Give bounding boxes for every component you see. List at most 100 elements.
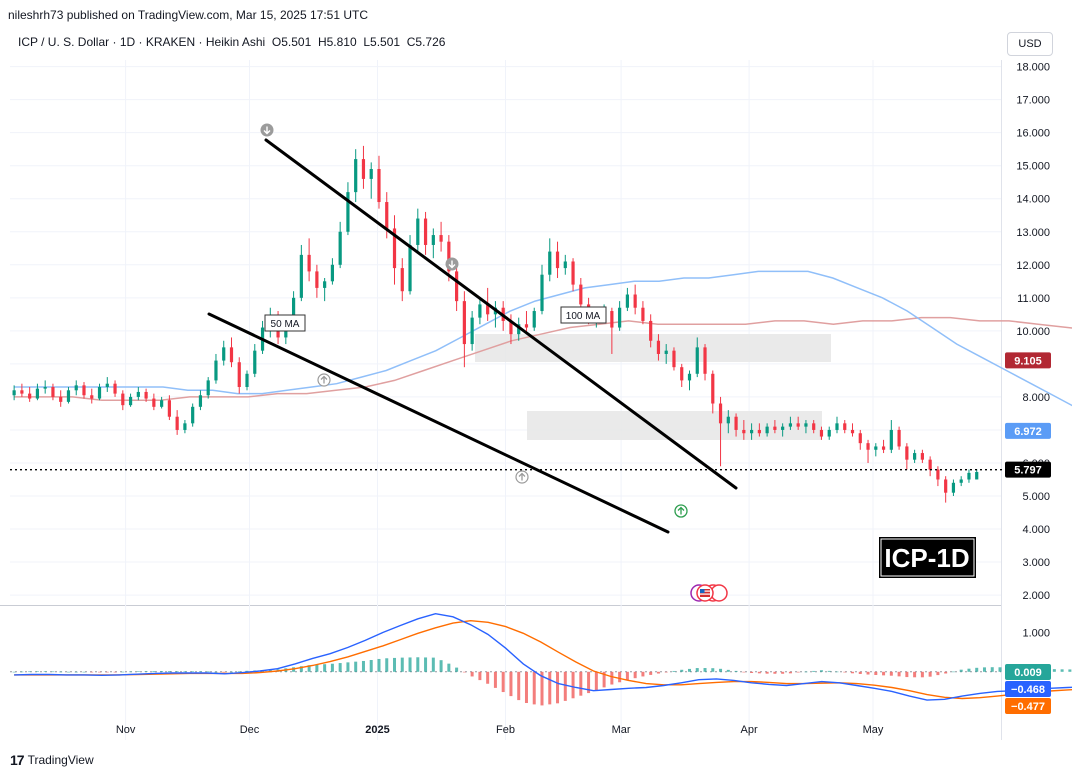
resistance-zones	[475, 334, 831, 440]
last-price-badge-value: 5.797	[1014, 465, 1042, 477]
candle-body	[198, 395, 203, 407]
candle-body	[229, 347, 234, 363]
low-label: L	[363, 35, 371, 49]
macd-axis: 1.000	[1022, 628, 1050, 640]
axis-divider	[1001, 60, 1002, 740]
histogram-bar	[400, 657, 404, 672]
candle-body	[385, 202, 389, 229]
x-grid	[125, 60, 874, 740]
histogram-bar	[439, 660, 443, 672]
ma100-badge: 9.105	[1005, 352, 1051, 369]
candle-body	[889, 429, 893, 450]
last-price-badge: 5.797	[1005, 461, 1051, 478]
histogram-bar	[982, 667, 986, 672]
interval[interactable]: 1D	[119, 35, 136, 49]
candle-body	[315, 271, 319, 288]
histogram-bar	[354, 661, 358, 672]
x-tick-label: Apr	[741, 724, 758, 736]
symbol-name[interactable]: ICP / U. S. Dollar	[18, 35, 110, 49]
candle-body	[850, 429, 855, 434]
histogram-badge: 0.009	[1005, 664, 1051, 680]
brand-name[interactable]: TradingView	[27, 753, 94, 767]
histogram-bar	[556, 671, 560, 704]
candle-body	[843, 423, 847, 430]
separator: ·	[109, 35, 120, 49]
macd-line	[14, 612, 1072, 701]
histogram-bar	[237, 671, 241, 672]
wedge-trendlines	[207, 138, 738, 534]
candle-body	[594, 314, 598, 318]
candle-body	[470, 317, 474, 345]
candle-body	[812, 423, 816, 430]
histogram-bar	[788, 671, 792, 674]
histogram-bar	[206, 671, 210, 673]
macd-badge-bg	[1005, 681, 1051, 697]
y-tick-label: 16.000	[1016, 128, 1050, 140]
y-tick-label: 15.000	[1016, 161, 1050, 173]
candle-body	[128, 396, 133, 406]
candle-body	[160, 400, 164, 407]
candle-body	[268, 317, 272, 328]
y-tick-label: 13.000	[1016, 227, 1050, 239]
histogram-bar	[51, 671, 55, 673]
histogram-bar	[183, 671, 187, 672]
up-arrow-marker-green	[674, 504, 688, 518]
currency-button[interactable]: USD	[1007, 32, 1053, 56]
candle-body	[672, 350, 676, 368]
candle-body	[540, 274, 544, 312]
histogram-bar	[338, 663, 342, 672]
histogram-bar	[90, 671, 94, 673]
histogram-bar	[43, 671, 47, 673]
candle-body	[377, 169, 381, 203]
candle-body	[299, 254, 303, 298]
histogram-bar	[28, 671, 32, 673]
up-arrow-marker	[515, 470, 529, 484]
y-tick-label: 10.000	[1016, 326, 1050, 338]
histogram-bar	[975, 667, 979, 672]
histogram-bar	[229, 671, 233, 673]
moving-averages	[14, 270, 1072, 407]
histogram-bar	[486, 671, 490, 684]
candle-body	[951, 482, 956, 493]
candle-body	[749, 429, 754, 434]
candle-body	[718, 403, 723, 424]
candle-body	[59, 396, 63, 402]
histogram-bar	[1037, 668, 1041, 672]
histogram-bar	[253, 670, 257, 672]
histogram-bar	[152, 671, 156, 672]
histogram-bar	[913, 671, 917, 678]
candle-body	[649, 320, 653, 341]
candle-body	[866, 443, 870, 450]
signal-markers	[260, 123, 688, 518]
candle-body	[625, 294, 629, 308]
x-tick-label: 2025	[365, 724, 389, 736]
histogram-bar	[618, 671, 622, 683]
candle-body	[183, 423, 187, 430]
histogram-bar	[447, 663, 451, 672]
publisher-line: nileshrh73 published on TradingView.com,…	[8, 8, 368, 22]
candle-body	[835, 423, 839, 430]
candle-body	[400, 268, 404, 292]
histogram-bar	[944, 671, 948, 674]
candle-body	[51, 387, 55, 397]
histogram-bar	[571, 671, 575, 699]
candle-body	[586, 304, 591, 318]
candle-body	[881, 446, 886, 450]
histogram-badge-value: 0.009	[1014, 667, 1042, 679]
histogram-badge-bg	[1005, 664, 1051, 680]
histogram-bar	[587, 671, 591, 694]
candle-body	[354, 159, 358, 193]
tradingview-logo-icon[interactable]: 17	[10, 752, 25, 768]
candle-body	[338, 231, 342, 265]
candle-body	[804, 423, 808, 427]
candle-body	[509, 320, 513, 335]
symbol-info: ICP / U. S. Dollar · 1D · KRAKEN · Heiki…	[18, 35, 445, 49]
candle-body	[936, 469, 940, 480]
ma100-badge-value: 9.105	[1014, 355, 1042, 367]
candle-body	[571, 261, 575, 285]
histogram-bar	[1029, 668, 1033, 672]
economic-events-icon[interactable]	[690, 584, 728, 602]
candle-body	[687, 373, 692, 381]
candle-body	[152, 398, 156, 407]
